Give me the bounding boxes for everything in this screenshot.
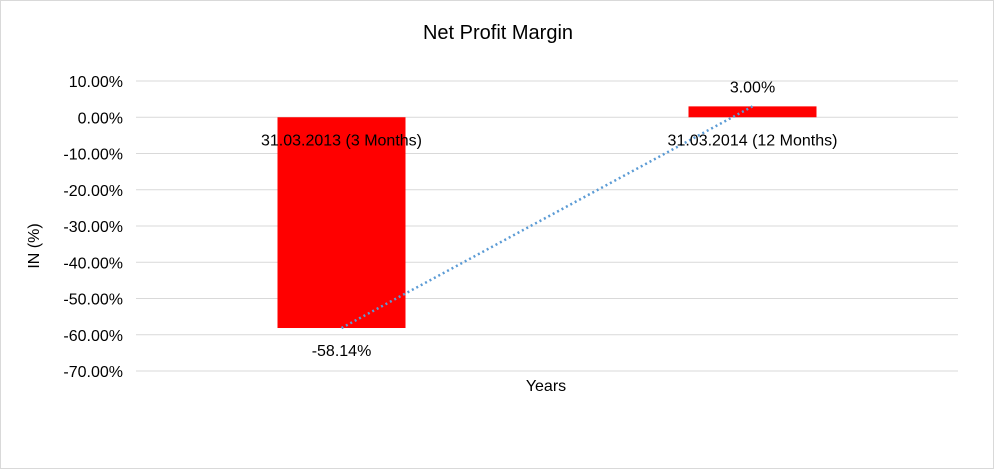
y-axis-title: IN (%) <box>26 223 43 268</box>
y-axis-ticks: 10.00% 0.00% -10.00% -20.00% -30.00% -40.00% -… <box>63 74 123 381</box>
labels: 31.03.2013 (3 Months) 31.03.2014 (12 Mont… <box>261 79 837 360</box>
y-tick-label: -50.00% <box>63 292 123 309</box>
y-tick-label: -10.00% <box>63 147 123 164</box>
bars <box>277 106 817 329</box>
chart-title: Net Profit Margin <box>423 22 573 44</box>
y-tick-label: -40.00% <box>63 255 123 272</box>
y-tick-label: -30.00% <box>63 219 123 236</box>
y-tick-label: 10.00% <box>69 74 123 91</box>
y-tick-label: -70.00% <box>63 364 123 381</box>
data-label: -58.14% <box>312 343 372 360</box>
y-tick-label: 0.00% <box>78 110 123 127</box>
x-axis-title: Years <box>526 378 566 395</box>
data-label: 3.00% <box>730 79 775 96</box>
y-tick-label: -60.00% <box>63 328 123 345</box>
category-label: 31.03.2013 (3 Months) <box>261 132 422 149</box>
category-label: 31.03.2014 (12 Months) <box>668 132 838 149</box>
bar <box>277 117 406 329</box>
y-tick-label: -20.00% <box>63 183 123 200</box>
bar <box>688 106 817 118</box>
gridlines <box>136 80 958 372</box>
